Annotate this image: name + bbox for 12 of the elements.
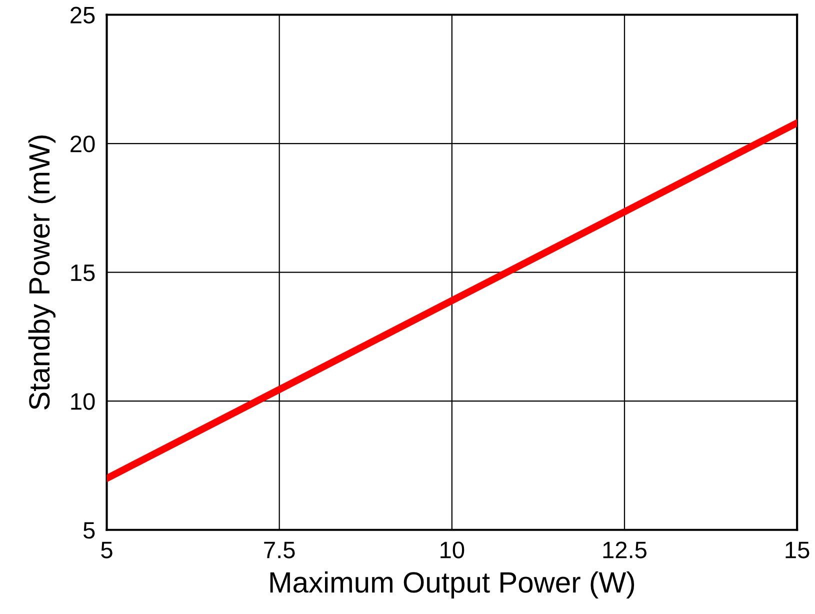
y-tick-label: 10 xyxy=(71,393,95,410)
y-tick-label: 20 xyxy=(70,136,95,152)
x-tick-label: 10 xyxy=(440,542,464,558)
x-axis-title: Maximum Output Power (W) xyxy=(270,571,634,599)
x-tick-label: 7.5 xyxy=(264,542,295,558)
y-axis-title: Standby Power (mW) xyxy=(28,136,56,410)
y-tick-label: 25 xyxy=(70,6,95,24)
y-tick-label: 5 xyxy=(83,522,95,539)
x-tick-label: 12.5 xyxy=(603,542,646,558)
y-tick-label: 15 xyxy=(71,264,95,282)
x-tick-label: 5 xyxy=(101,542,112,558)
x-tick-label: 15 xyxy=(786,542,810,558)
